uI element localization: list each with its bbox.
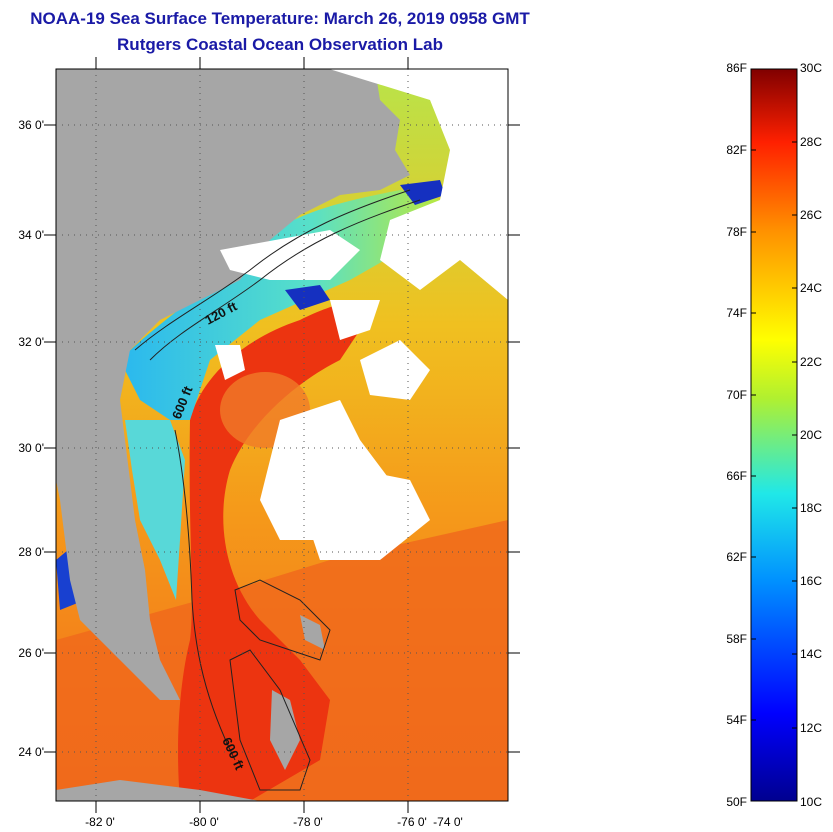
cb-label-24c: 24C [800, 281, 823, 295]
colorbar [750, 68, 798, 802]
contour-600ft [149, 199, 421, 761]
map-frame [55, 68, 509, 802]
lat-label-30: 30 0' [18, 441, 44, 455]
land-bahamas-2 [300, 615, 325, 650]
cloud-4 [300, 470, 430, 560]
graticule [56, 69, 508, 801]
lat-label-32: 32 0' [18, 335, 44, 349]
cb-label-10c: 10C [800, 795, 823, 809]
cloud-1 [329, 69, 508, 300]
cold-patch-2 [400, 180, 445, 205]
lon-label-78: -78 0' [293, 815, 323, 829]
lon-label-74: -74 0' [433, 815, 463, 829]
cb-label-16c: 16C [800, 574, 823, 588]
cb-label-62f: 62F [726, 550, 747, 564]
cb-label-58f: 58F [726, 632, 747, 646]
cb-label-30c: 30C [800, 61, 823, 75]
shelf-cold-water [120, 190, 440, 420]
land-east-coast [56, 69, 410, 700]
map-ticks [44, 57, 520, 813]
cb-label-74f: 74F [726, 306, 747, 320]
cb-label-86f: 86F [726, 61, 747, 75]
lat-label-28: 28 0' [18, 545, 44, 559]
cb-label-18c: 18C [800, 501, 823, 515]
cloud-7 [330, 300, 380, 340]
cb-label-78f: 78F [726, 225, 747, 239]
colorbar-ticks [751, 141, 797, 729]
shelf-cold-fl [125, 420, 185, 600]
cb-label-28c: 28C [800, 135, 823, 149]
cb-label-82f: 82F [726, 143, 747, 157]
lat-label-34: 34 0' [18, 228, 44, 242]
cb-label-26c: 26C [800, 208, 823, 222]
map-subtitle: Rutgers Coastal Ocean Observation Lab [117, 35, 443, 54]
cloud-2 [220, 230, 360, 280]
lon-label-76: -76 0' [397, 815, 427, 829]
land-cuba [56, 780, 260, 801]
map-title: NOAA-19 Sea Surface Temperature: March 2… [30, 9, 530, 28]
land-bahamas-1 [270, 690, 300, 770]
cb-label-22c: 22C [800, 355, 823, 369]
cb-label-20c: 20C [800, 428, 823, 442]
contour-bahamas [229, 579, 331, 791]
lon-label-82: -82 0' [85, 815, 115, 829]
cb-label-66f: 66F [726, 469, 747, 483]
lat-label-36: 36 0' [18, 118, 44, 132]
cb-label-14c: 14C [800, 647, 823, 661]
cb-label-50f: 50F [726, 795, 747, 809]
cb-label-70f: 70F [726, 388, 747, 402]
cb-label-54f: 54F [726, 713, 747, 727]
cold-patch-1 [285, 285, 330, 310]
cloud-5 [360, 340, 430, 400]
cloud-6 [215, 345, 245, 380]
lon-label-80: -80 0' [189, 815, 219, 829]
lat-label-26: 26 0' [18, 646, 44, 660]
cb-label-12c: 12C [800, 721, 823, 735]
lat-label-24: 24 0' [18, 745, 44, 759]
contour-120ft [134, 189, 411, 351]
